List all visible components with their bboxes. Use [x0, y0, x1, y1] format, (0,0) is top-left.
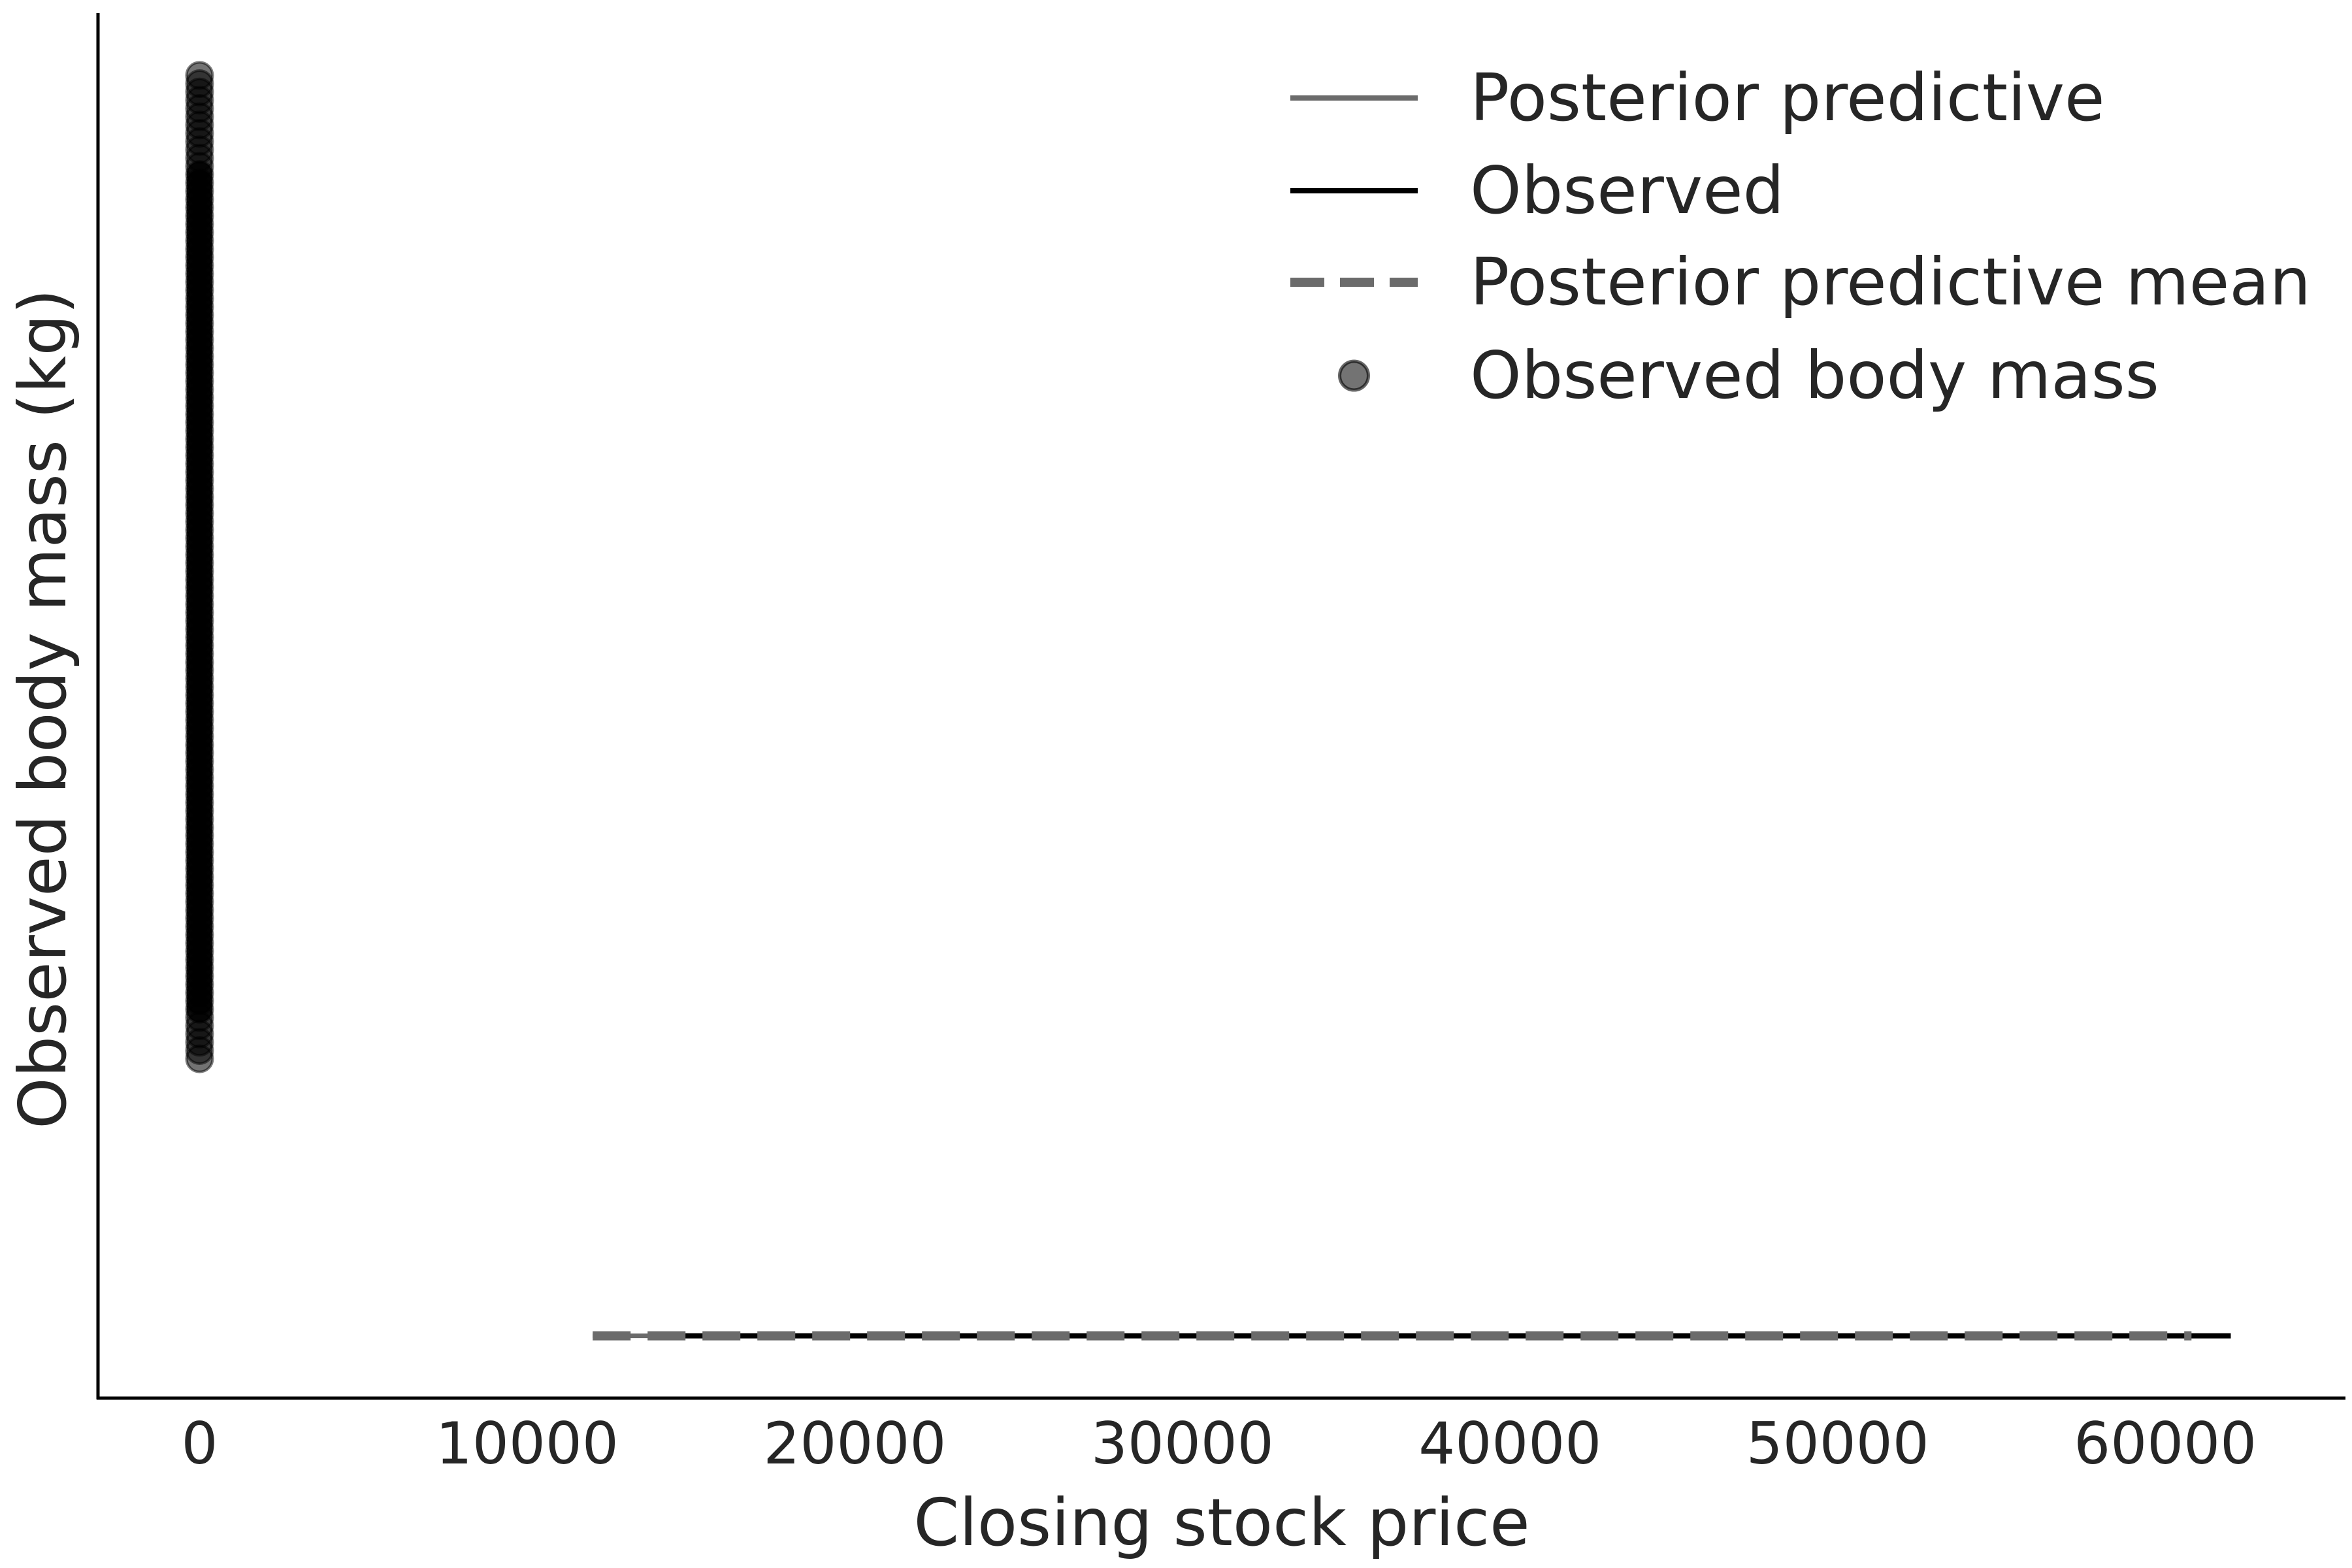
legend: Posterior predictive Observed Posterior pr…: [1290, 59, 2311, 414]
scatter-point: [185, 61, 214, 90]
x-tick-label: 50000: [1746, 1410, 1929, 1477]
legend-label: Posterior predictive: [1470, 59, 2105, 136]
x-tick-label: 0: [181, 1410, 218, 1477]
x-axis-label: Closing stock price: [913, 1484, 1529, 1561]
y-axis-label: Observed body mass (kg): [5, 289, 81, 1129]
legend-label: Observed: [1470, 152, 1784, 229]
x-tick-label: 30000: [1091, 1410, 1274, 1477]
legend-label: Posterior predictive mean: [1470, 244, 2311, 320]
axes: [96, 13, 2345, 1400]
legend-marker: [1338, 359, 1370, 392]
x-ticks: 0 10000 20000 30000 40000 50000 60000: [181, 1410, 2257, 1477]
chart-marks: [185, 61, 2231, 1341]
x-tick-label: 20000: [763, 1410, 946, 1477]
x-tick-label: 60000: [2074, 1410, 2257, 1477]
x-tick-label: 40000: [1418, 1410, 1601, 1477]
legend-label: Observed body mass: [1470, 337, 2159, 414]
x-tick-label: 10000: [436, 1410, 619, 1477]
